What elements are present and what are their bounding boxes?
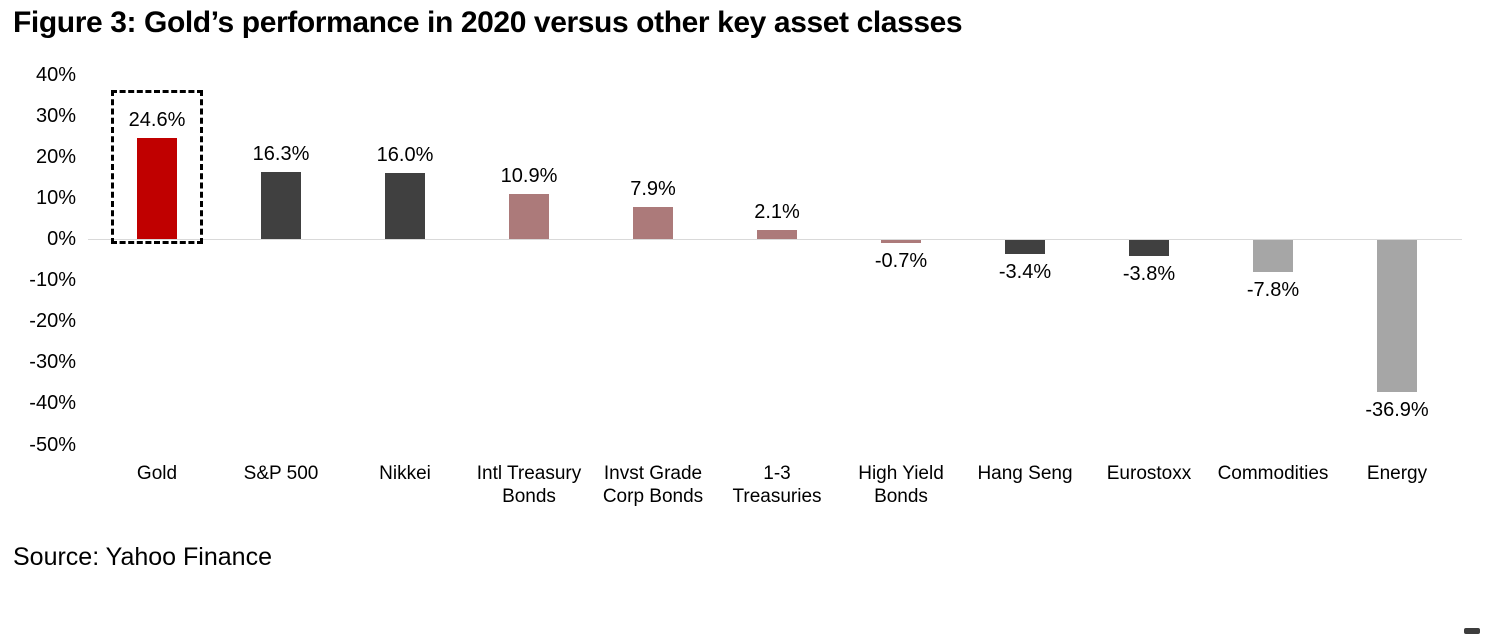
data-label-nikkei: 16.0%	[376, 144, 434, 167]
y-axis-tick-label: 20%	[35, 145, 76, 168]
data-label-energy: -36.9%	[1365, 398, 1429, 421]
data-label-eurostoxx: -3.8%	[1122, 262, 1176, 285]
y-axis-tick-label: 30%	[35, 104, 76, 127]
category-label-gold: Gold	[136, 463, 178, 484]
bar-intl-treasury-bonds	[509, 194, 549, 239]
y-axis-tick-label: -30%	[29, 351, 76, 374]
category-label-s-p-500: S&P 500	[243, 463, 319, 484]
y-axis-tick-label: 40%	[35, 63, 76, 86]
bar-eurostoxx	[1129, 240, 1169, 256]
figure-title: Figure 3: Gold’s performance in 2020 ver…	[13, 6, 963, 39]
category-label-commodities: Commodities	[1217, 463, 1329, 484]
category-label-high-yield-bonds: High Yield Bonds	[858, 463, 944, 507]
data-label-1-3-treasuries: 2.1%	[754, 201, 800, 224]
y-axis-tick-label: 0%	[47, 228, 76, 250]
bar-gold	[137, 137, 177, 239]
data-label-commodities: -7.8%	[1246, 279, 1300, 302]
data-label-invst-grade-corp-bonds: 7.9%	[630, 177, 676, 200]
gold-highlight-box	[111, 89, 203, 244]
y-axis-tick-label: -50%	[29, 433, 76, 456]
data-label-intl-treasury-bonds: 10.9%	[500, 165, 558, 188]
bar-s-p-500	[261, 172, 301, 239]
category-label-1-3-treasuries: 1-3 Treasuries	[732, 463, 822, 507]
bar-nikkei	[385, 173, 425, 239]
data-label-s-p-500: 16.3%	[252, 143, 310, 165]
data-label-gold: 24.6%	[128, 108, 186, 131]
category-label-hang-seng: Hang Seng	[977, 463, 1073, 484]
bar-commodities	[1253, 240, 1293, 273]
category-label-intl-treasury-bonds: Intl Treasury Bonds	[476, 463, 582, 507]
source-note: Source: Yahoo Finance	[13, 543, 272, 571]
category-label-energy: Energy	[1366, 463, 1428, 484]
y-axis-tick-label: -20%	[29, 310, 76, 333]
zero-axis-line	[88, 239, 1462, 240]
category-label-invst-grade-corp-bonds: Invst Grade Corp Bonds	[602, 463, 704, 507]
y-axis-tick-label: -10%	[29, 269, 76, 292]
bar-energy	[1377, 240, 1417, 392]
data-label-high-yield-bonds: -0.7%	[874, 249, 928, 272]
bar-1-3-treasuries	[757, 230, 797, 239]
bar-invst-grade-corp-bonds	[633, 206, 673, 239]
category-label-nikkei: Nikkei	[379, 463, 431, 484]
bar-high-yield-bonds	[881, 240, 921, 243]
bar-hang-seng	[1005, 240, 1045, 254]
category-label-eurostoxx: Eurostoxx	[1106, 463, 1192, 484]
y-axis-tick-label: 10%	[35, 186, 76, 209]
page-number-fragment	[1464, 628, 1480, 634]
y-axis-tick-label: -40%	[29, 392, 76, 415]
data-label-hang-seng: -3.4%	[998, 260, 1052, 283]
